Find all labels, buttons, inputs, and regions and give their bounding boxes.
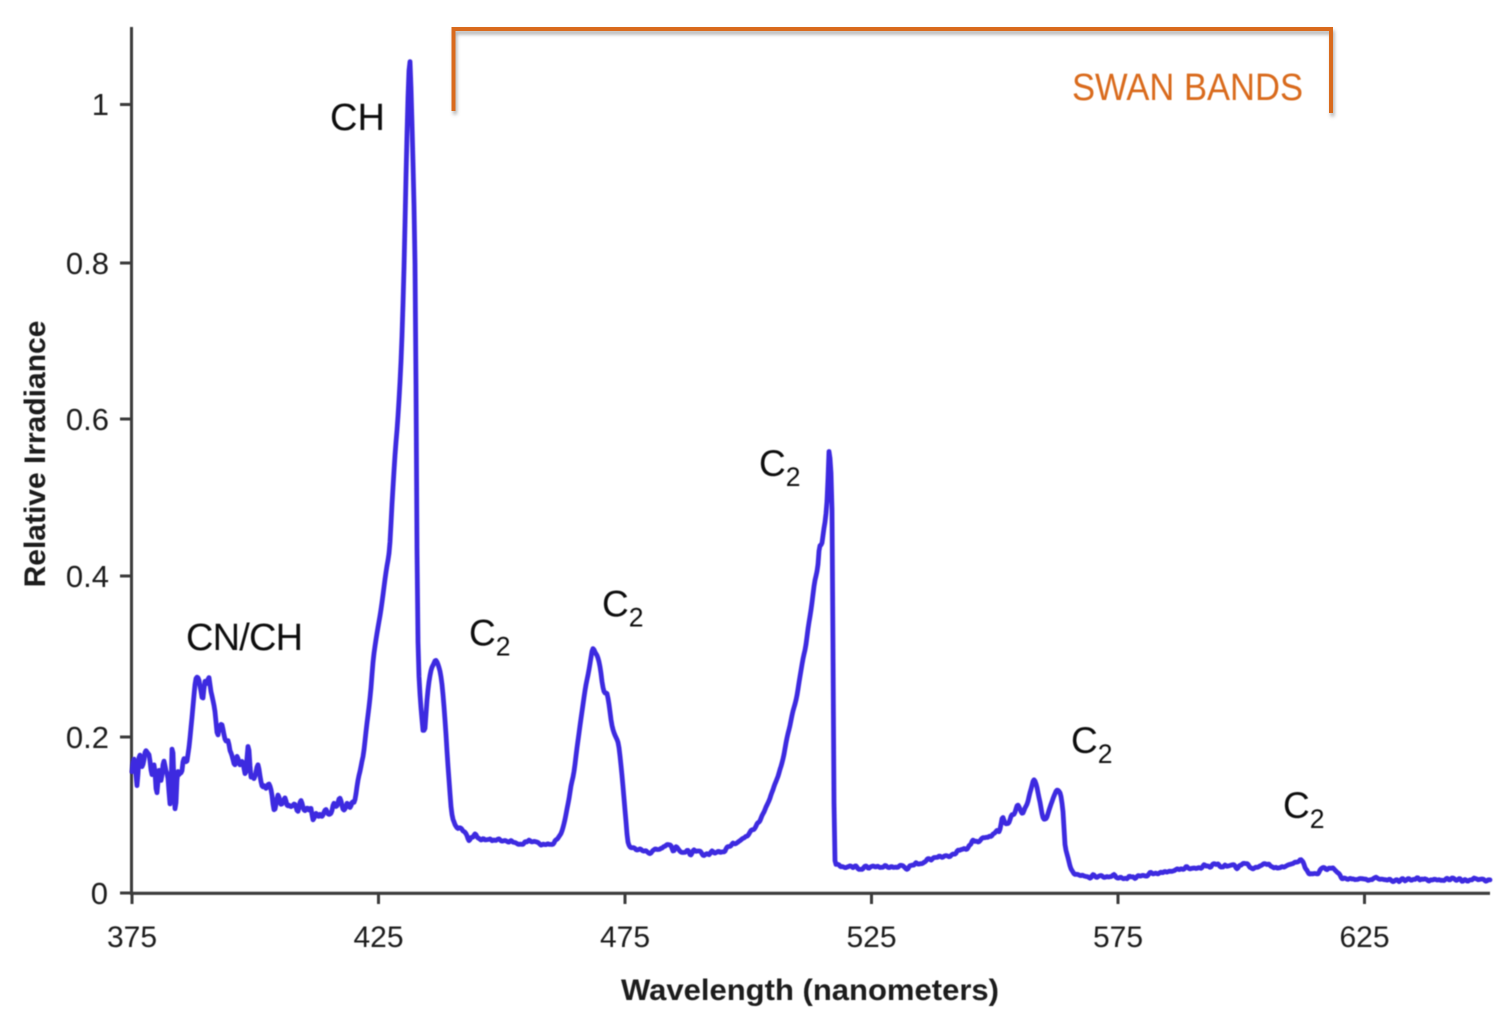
svg-text:Relative Irradiance: Relative Irradiance (19, 321, 52, 588)
svg-text:Wavelength (nanometers): Wavelength (nanometers) (621, 974, 999, 1007)
svg-text:0.2: 0.2 (66, 720, 109, 755)
svg-text:C2: C2 (1283, 785, 1324, 834)
svg-text:1: 1 (92, 87, 109, 122)
svg-text:C2: C2 (759, 443, 800, 492)
svg-text:0.6: 0.6 (66, 402, 109, 437)
svg-text:625: 625 (1339, 921, 1389, 954)
svg-text:0.8: 0.8 (66, 246, 109, 281)
svg-text:C2: C2 (602, 584, 643, 633)
svg-text:C2: C2 (469, 613, 510, 662)
svg-text:CH: CH (330, 97, 385, 139)
svg-text:525: 525 (846, 921, 896, 954)
svg-text:0: 0 (91, 876, 108, 911)
svg-text:SWAN BANDS: SWAN BANDS (1072, 67, 1303, 109)
svg-text:425: 425 (353, 921, 403, 954)
svg-text:C2: C2 (1071, 720, 1112, 769)
svg-text:375: 375 (107, 921, 157, 954)
svg-text:575: 575 (1093, 921, 1143, 954)
svg-text:0.4: 0.4 (66, 559, 109, 594)
svg-text:CN/CH: CN/CH (186, 617, 302, 659)
svg-text:475: 475 (600, 921, 650, 954)
